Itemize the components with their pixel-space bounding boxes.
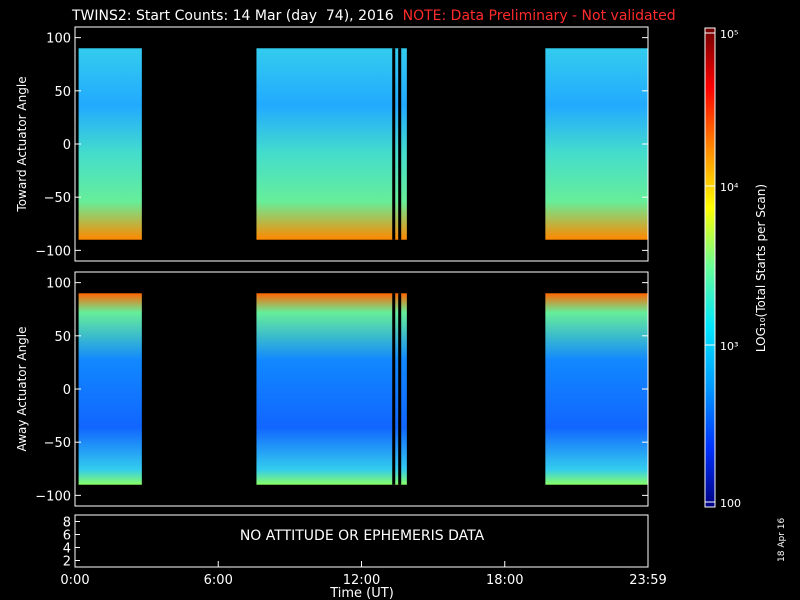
y-tick-label: 100 xyxy=(46,32,71,47)
colorbar-tick-label: 10⁴ xyxy=(720,181,739,194)
y-tick-label: −50 xyxy=(44,191,71,206)
y-tick-label: 100 xyxy=(46,277,71,292)
heatmap-block xyxy=(78,48,142,240)
title-note: NOTE: Data Preliminary - Not validated xyxy=(402,8,676,24)
bottom-heatmap-data xyxy=(78,293,648,485)
colorbar: 10⁵ 10⁴ 10³ 100 LOG₁₀(Total Starts per Scan… xyxy=(704,27,768,510)
top-y-ticks: 100 50 0 −50 −100 xyxy=(35,32,648,259)
x-tick-label: 6:00 xyxy=(204,573,233,588)
x-axis-label: Time (UT) xyxy=(329,586,394,600)
y-tick-label: 2 xyxy=(63,555,71,570)
bottom-y-axis-label: Away Actuator Angle xyxy=(15,326,29,451)
top-heatmap-data xyxy=(78,48,648,240)
y-tick-label: −100 xyxy=(35,244,71,259)
heatmap-block xyxy=(78,293,142,485)
y-tick-label: −100 xyxy=(35,489,71,504)
top-heatmap-panel: 100 50 0 −50 −100 Toward Actuator Angle xyxy=(15,26,649,262)
bottom-heatmap-panel: 100 50 0 −50 −100 Away Actuator Angle xyxy=(15,271,649,507)
datestamp: 18 Apr 16 xyxy=(777,517,787,562)
y-tick-label: 4 xyxy=(63,542,71,557)
colorbar-tick-label: 10⁵ xyxy=(720,28,738,41)
y-tick-label: −50 xyxy=(44,436,71,451)
y-tick-label: 8 xyxy=(63,516,71,531)
colorbar-bar xyxy=(704,27,716,508)
x-tick-label: 12:00 xyxy=(343,573,380,588)
y-tick-label: 0 xyxy=(63,138,71,153)
lower-x-ticks: 0:00 6:00 12:00 18:00 23:59 xyxy=(60,561,667,588)
x-tick-label: 0:00 xyxy=(60,573,89,588)
x-tick-label: 18:00 xyxy=(486,573,523,588)
y-tick-label: 0 xyxy=(63,383,71,398)
heatmap-block xyxy=(545,48,648,240)
x-tick-label: 23:59 xyxy=(629,573,666,588)
y-tick-label: 50 xyxy=(54,85,71,100)
y-tick-label: 6 xyxy=(63,529,71,544)
colorbar-ticks: 10⁵ 10⁴ 10³ 100 xyxy=(705,28,741,510)
colorbar-label: LOG₁₀(Total Starts per Scan) xyxy=(754,184,768,352)
colorbar-tick-label: 10³ xyxy=(720,340,738,353)
heatmap-block xyxy=(545,293,648,485)
heatmap-block xyxy=(256,293,407,485)
bottom-y-ticks: 100 50 0 −50 −100 xyxy=(35,277,648,504)
heatmap-block xyxy=(256,48,407,240)
top-y-axis-label: Toward Actuator Angle xyxy=(15,76,29,212)
title-main: TWINS2: Start Counts: 14 Mar (day 74), 2… xyxy=(72,8,394,24)
y-tick-label: 50 xyxy=(54,330,71,345)
chart-title: TWINS2: Start Counts: 14 Mar (day 74), 2… xyxy=(72,8,676,24)
colorbar-tick-label: 100 xyxy=(720,497,741,510)
no-data-message: NO ATTITUDE OR EPHEMERIS DATA xyxy=(240,528,485,544)
